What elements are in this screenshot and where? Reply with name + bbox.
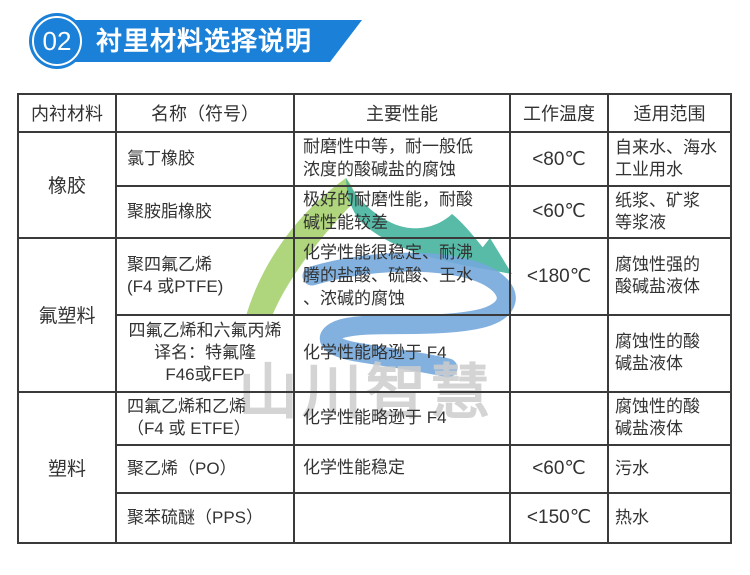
- cell-range: 污水: [607, 443, 732, 494]
- cell-temperature: <80℃: [509, 131, 609, 187]
- cell-temperature: <150℃: [509, 491, 609, 544]
- cell-name: 聚乙烯（PO）: [115, 443, 295, 494]
- cell-name: 聚四氟乙烯 (F4 或PTFE): [115, 236, 295, 316]
- cell-performance: 化学性能很稳定、耐沸 腾的盐酸、硫酸、王水 、浓碱的腐蚀: [293, 236, 511, 316]
- section-number-badge: 02: [29, 13, 85, 69]
- section-banner: 衬里材料选择说明: [44, 20, 362, 62]
- cell-performance: 化学性能略逊于 F4: [293, 390, 511, 446]
- table-row: 塑料 四氟乙烯和乙烯 （F4 或 ETFE） 化学性能略逊于 F4 腐蚀性的酸 …: [17, 390, 732, 544]
- cell-name: 氯丁橡胶: [115, 131, 295, 187]
- col-header-name: 名称（符号）: [115, 93, 295, 133]
- table-row: 四氟乙烯和六氟丙烯 译名：特氟隆 F46或FEP 化学性能略逊于 F4 腐蚀性的…: [18, 313, 732, 393]
- material-spec-table: 内衬材料 名称（符号） 主要性能 工作温度 适用范围 橡胶 氯丁橡胶 耐磨性中等…: [17, 93, 732, 544]
- cell-range: 热水: [607, 491, 732, 544]
- cell-temperature: [509, 390, 609, 446]
- cell-performance: 化学性能稳定: [293, 443, 511, 494]
- table-row: 橡胶 氯丁橡胶 耐磨性中等，耐一般低 浓度的酸碱盐的腐蚀 <80℃ 自来水、海水…: [17, 131, 732, 239]
- header-row: 内衬材料 名称（符号） 主要性能 工作温度 适用范围: [17, 93, 732, 133]
- cell-range: 自来水、海水 工业用水: [607, 131, 732, 187]
- table-row: 聚胺脂橡胶 极好的耐磨性能，耐酸 碱性能较差 <60℃ 纸浆、矿浆 等浆液: [18, 185, 732, 239]
- cell-temperature: <180℃: [509, 236, 609, 316]
- cell-performance: 极好的耐磨性能，耐酸 碱性能较差: [293, 185, 511, 239]
- cell-range: 腐蚀性的酸 碱盐液体: [607, 390, 732, 446]
- col-header-temperature: 工作温度: [509, 93, 609, 133]
- cell-name: 聚胺脂橡胶: [115, 185, 295, 239]
- table-row: 聚苯硫醚（PPS） <150℃ 热水: [18, 491, 732, 544]
- group-cell-plastic: 塑料: [17, 390, 117, 544]
- cell-performance: [293, 491, 511, 544]
- cell-name: 聚苯硫醚（PPS）: [115, 491, 295, 544]
- cell-range: 腐蚀性的酸 碱盐液体: [607, 313, 732, 393]
- table-row: 氟塑料 聚四氟乙烯 (F4 或PTFE) 化学性能很稳定、耐沸 腾的盐酸、硫酸、…: [17, 236, 732, 393]
- col-header-performance: 主要性能: [293, 93, 511, 133]
- table-row: 聚乙烯（PO） 化学性能稳定 <60℃ 污水: [18, 443, 732, 494]
- cell-range: 纸浆、矿浆 等浆液: [607, 185, 732, 239]
- cell-name: 四氟乙烯和乙烯 （F4 或 ETFE）: [115, 390, 295, 446]
- group-cell-rubber: 橡胶: [17, 131, 117, 239]
- group-cell-fluoroplastic: 氟塑料: [17, 236, 117, 393]
- section-title: 衬里材料选择说明: [96, 26, 313, 56]
- cell-name: 四氟乙烯和六氟丙烯 译名：特氟隆 F46或FEP: [115, 313, 295, 393]
- cell-temperature: <60℃: [509, 443, 609, 494]
- section-number: 02: [42, 25, 72, 56]
- cell-range: 腐蚀性强的 酸碱盐液体: [607, 236, 732, 316]
- cell-performance: 化学性能略逊于 F4: [293, 313, 511, 393]
- col-header-range: 适用范围: [607, 93, 732, 133]
- cell-temperature: <60℃: [509, 185, 609, 239]
- cell-performance: 耐磨性中等，耐一般低 浓度的酸碱盐的腐蚀: [293, 131, 511, 187]
- col-header-material: 内衬材料: [17, 93, 117, 133]
- cell-temperature: [509, 313, 609, 393]
